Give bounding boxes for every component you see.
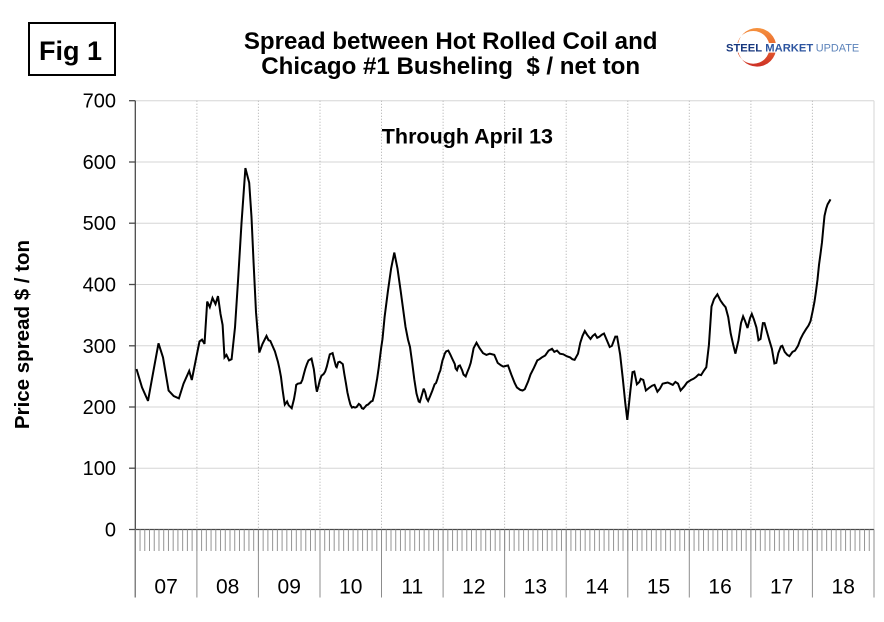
svg-text:15: 15 <box>647 576 670 599</box>
svg-text:09: 09 <box>278 576 301 599</box>
svg-text:07: 07 <box>154 576 177 599</box>
svg-text:UPDATE: UPDATE <box>816 43 859 55</box>
svg-text:STEEL: STEEL <box>726 43 762 55</box>
svg-text:700: 700 <box>83 91 116 113</box>
svg-text:12: 12 <box>462 576 485 599</box>
svg-text:200: 200 <box>83 397 116 419</box>
svg-text:MARKET: MARKET <box>765 43 813 55</box>
svg-text:10: 10 <box>339 576 362 599</box>
svg-text:300: 300 <box>83 336 116 358</box>
svg-text:Through April 13: Through April 13 <box>382 125 553 149</box>
svg-text:0: 0 <box>105 520 116 542</box>
svg-text:Price spread $ / ton: Price spread $ / ton <box>11 240 34 429</box>
svg-text:11: 11 <box>401 576 423 599</box>
svg-text:500: 500 <box>83 213 116 235</box>
svg-text:16: 16 <box>708 576 731 599</box>
svg-text:08: 08 <box>216 576 239 599</box>
svg-text:100: 100 <box>83 458 116 480</box>
svg-text:13: 13 <box>524 576 547 599</box>
svg-text:600: 600 <box>83 152 116 174</box>
svg-text:18: 18 <box>832 576 855 599</box>
svg-text:14: 14 <box>585 576 609 599</box>
svg-text:17: 17 <box>770 576 793 599</box>
svg-text:400: 400 <box>83 275 116 297</box>
